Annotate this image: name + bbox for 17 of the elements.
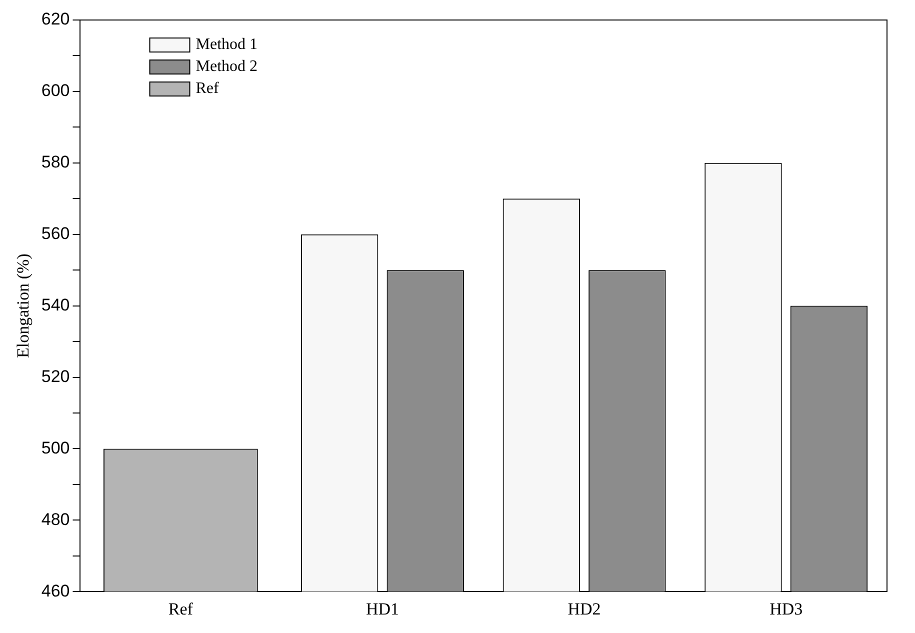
legend-label: Method 1: [196, 36, 258, 54]
x-tick-label: HD3: [770, 599, 803, 618]
legend-label: Ref: [196, 80, 220, 98]
y-tick-label: 580: [41, 152, 70, 172]
y-tick-label: 460: [41, 581, 70, 600]
y-tick-label: 620: [41, 10, 70, 29]
y-tick-label: 520: [41, 366, 70, 386]
x-tick-label: HD1: [366, 599, 400, 618]
legend-label: Method 2: [196, 58, 258, 76]
y-tick-label: 480: [41, 510, 70, 529]
y-axis-title: Elongation (%): [14, 254, 33, 358]
y-tick-label: 560: [41, 224, 70, 244]
y-tick-label: 500: [41, 438, 70, 458]
y-tick-label: 540: [41, 295, 70, 314]
x-tick-label: Ref: [168, 599, 194, 618]
x-tick-label: HD2: [568, 599, 601, 618]
y-tick-label: 600: [41, 81, 70, 100]
